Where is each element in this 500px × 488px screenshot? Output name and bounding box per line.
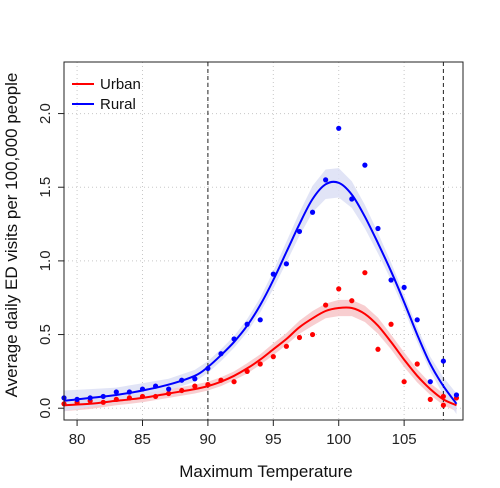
point-rural	[126, 389, 133, 395]
x-tick-label: 90	[200, 431, 217, 448]
point-rural	[388, 277, 394, 283]
x-axis-title: Maximum Temperature	[179, 462, 353, 481]
x-tick-label: 80	[69, 431, 86, 448]
point-rural	[362, 162, 368, 168]
point-urban	[414, 361, 420, 367]
point-urban	[113, 396, 119, 402]
plot-frame	[63, 61, 464, 421]
point-urban	[440, 393, 446, 400]
point-rural	[427, 379, 433, 385]
point-urban	[205, 382, 211, 388]
point-rural	[309, 209, 316, 215]
point-urban	[309, 331, 316, 338]
point-rural	[218, 351, 224, 357]
y-tick-label: 0.0	[37, 398, 54, 419]
y-tick-label: 1.0	[37, 250, 54, 271]
point-rural	[100, 393, 106, 400]
point-urban	[283, 343, 289, 349]
grid	[64, 62, 463, 420]
point-urban	[270, 354, 276, 360]
point-rural	[270, 271, 276, 277]
legend: Urban Rural	[72, 76, 141, 113]
legend-label-urban: Urban	[100, 76, 141, 93]
x-tick-label: 95	[265, 431, 282, 448]
point-urban	[427, 396, 433, 402]
point-rural	[283, 261, 289, 267]
point-urban	[257, 361, 263, 367]
point-urban	[401, 379, 407, 385]
point-urban	[349, 298, 355, 304]
point-rural	[414, 317, 420, 323]
point-urban	[166, 390, 172, 397]
reference-lines	[207, 62, 444, 420]
point-urban	[244, 368, 250, 374]
x-tick-label: 85	[134, 431, 151, 448]
confidence-bands	[64, 168, 457, 415]
fit-line-rural	[63, 180, 458, 405]
point-rural	[244, 321, 250, 327]
point-rural	[336, 125, 342, 131]
y-axis: 0.0 0.5 1.0 1.5 2.0	[37, 103, 64, 419]
point-urban	[192, 383, 198, 389]
point-rural	[349, 196, 355, 202]
point-rural	[375, 225, 381, 232]
point-rural	[166, 386, 172, 392]
point-rural	[401, 284, 407, 291]
point-urban	[126, 395, 133, 401]
legend-label-rural: Rural	[100, 96, 136, 113]
x-tick-label: 105	[392, 431, 417, 448]
point-urban	[362, 270, 368, 276]
point-rural	[192, 376, 198, 382]
point-rural	[87, 395, 93, 401]
x-tick-label: 100	[326, 431, 351, 448]
point-rural	[113, 389, 119, 395]
point-rural	[139, 386, 146, 392]
point-urban	[388, 321, 394, 327]
point-urban	[231, 379, 237, 385]
band-rural	[64, 168, 457, 415]
point-urban	[375, 346, 381, 352]
point-urban	[296, 334, 303, 341]
data-points	[61, 125, 460, 408]
point-urban	[152, 393, 159, 400]
point-rural	[323, 177, 329, 183]
point-urban	[139, 393, 146, 400]
point-rural	[205, 365, 211, 372]
point-urban	[218, 377, 224, 383]
point-rural	[231, 336, 237, 342]
point-urban	[336, 286, 342, 292]
y-axis-title: Average daily ED visits per 100,000 peop…	[2, 73, 21, 398]
x-axis: 80 85 90 95 100 105	[69, 420, 417, 448]
point-rural	[257, 317, 263, 323]
point-rural	[296, 228, 303, 235]
point-urban	[100, 399, 106, 405]
y-tick-label: 2.0	[37, 103, 54, 124]
point-urban	[440, 402, 446, 408]
point-urban	[323, 302, 329, 308]
y-tick-label: 0.5	[37, 324, 54, 345]
point-rural	[152, 383, 159, 389]
point-rural	[453, 392, 460, 398]
y-tick-label: 1.5	[37, 177, 54, 198]
point-rural	[440, 358, 446, 364]
point-rural	[179, 377, 185, 383]
band-urban	[64, 299, 457, 412]
point-rural	[74, 396, 80, 402]
point-urban	[179, 387, 185, 394]
